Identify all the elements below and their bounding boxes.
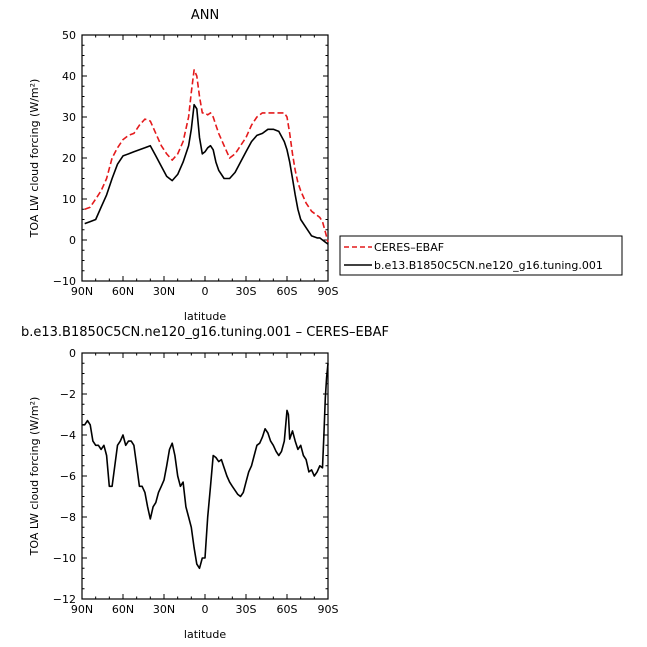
bottom-y-tick-label: 0 [69,347,76,360]
top-y-tick-label: 50 [62,29,76,42]
top-x-tick-label: 60N [112,285,134,298]
top-plot-frame [81,34,329,282]
bottom-x-tick-label: 30S [236,603,257,616]
bottom-series-line-0 [82,363,329,570]
bottom-x-tick-label: 60N [112,603,134,616]
bottom-chart-title: b.e13.B1850C5CN.ne120_g16.tuning.001 – C… [21,325,389,340]
bottom-x-axis-label: latitude [184,628,226,641]
top-y-tick-label: 40 [62,70,76,83]
legend-frame [339,235,623,276]
bottom-y-tick-label: −10 [53,552,76,565]
bottom-x-tick-label: 0 [202,603,209,616]
top-plot-area: 90N 60N 30N 0 30S 60S 90S −10 0 10 20 30 40 50 [53,29,339,298]
top-y-tick-label: −10 [53,275,76,288]
top-series-line-1 [84,103,329,245]
top-y-tick-label: 0 [69,234,76,247]
legend-label-ceres: CERES–EBAF [374,241,444,254]
legend-label-model: b.e13.B1850C5CN.ne120_g16.tuning.001 [374,259,603,272]
bottom-plot-frame [81,352,329,600]
top-x-tick-label: 0 [202,285,209,298]
top-x-tick-label: 60S [277,285,298,298]
top-x-tick-label: 30S [236,285,257,298]
bottom-y-tick-label: −8 [60,511,76,524]
bottom-x-tick-label: 90N [71,603,93,616]
bottom-y-tick-label: −4 [60,429,76,442]
bottom-panel: b.e13.B1850C5CN.ne120_g16.tuning.001 – C… [21,325,389,641]
top-series-line-0 [84,69,329,243]
top-panel: ANN 90N 60N 30N 0 30S 60S 90S −10 0 10 20 30 40 50 TO… [28,8,339,323]
top-chart-title: ANN [191,8,219,23]
top-x-tick-label: 90S [318,285,339,298]
bottom-y-axis-label: TOA LW cloud forcing (W/m²) [28,397,41,557]
bottom-x-tick-label: 60S [277,603,298,616]
legend: CERES–EBAF b.e13.B1850C5CN.ne120_g16.tun… [339,235,623,276]
bottom-y-tick-label: −6 [60,470,76,483]
top-y-axis-label: TOA LW cloud forcing (W/m²) [28,79,41,239]
top-x-tick-label: 90N [71,285,93,298]
bottom-x-tick-label: 90S [318,603,339,616]
top-y-tick-label: 20 [62,152,76,165]
top-x-axis-label: latitude [184,310,226,323]
bottom-y-tick-label: −2 [60,388,76,401]
bottom-y-tick-label: −12 [53,593,76,606]
top-y-tick-label: 30 [62,111,76,124]
top-y-tick-label: 10 [62,193,76,206]
bottom-x-tick-label: 30N [153,603,175,616]
bottom-plot-area: 90N 60N 30N 0 30S 60S 90S −12 −10 −8 −6 −4 −2 0 [53,347,339,616]
top-x-tick-label: 30N [153,285,175,298]
